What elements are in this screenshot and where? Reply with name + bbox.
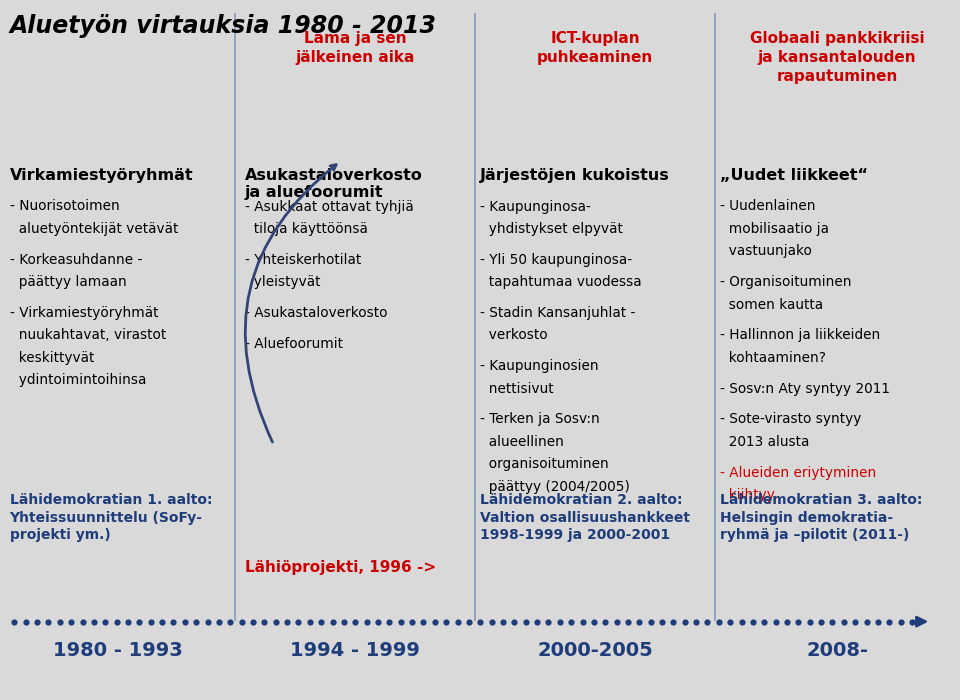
- Text: - Sote-virasto syntyy: - Sote-virasto syntyy: [720, 412, 861, 426]
- Text: 2000-2005: 2000-2005: [538, 640, 653, 659]
- Text: 2013 alusta: 2013 alusta: [720, 435, 809, 449]
- Text: Aluetyön virtauksia 1980 - 2013: Aluetyön virtauksia 1980 - 2013: [10, 14, 437, 38]
- Text: yhdistykset elpyvät: yhdistykset elpyvät: [480, 222, 623, 236]
- Text: ICT-kuplan
puhkeaminen: ICT-kuplan puhkeaminen: [537, 32, 654, 65]
- Text: tapahtumaa vuodessa: tapahtumaa vuodessa: [480, 275, 641, 289]
- Text: 1994 - 1999: 1994 - 1999: [290, 640, 420, 659]
- Text: Järjestöjen kukoistus: Järjestöjen kukoistus: [480, 168, 670, 183]
- Text: ydintoimintoihinsa: ydintoimintoihinsa: [10, 373, 146, 387]
- Text: nettisivut: nettisivut: [480, 382, 554, 395]
- Text: keskittyvät: keskittyvät: [10, 351, 94, 365]
- Text: Lähidemokratian 2. aalto:
Valtion osallisuushankkeet
1998-1999 ja 2000-2001: Lähidemokratian 2. aalto: Valtion osalli…: [480, 494, 690, 542]
- Text: - Korkeasuhdanne -: - Korkeasuhdanne -: [10, 253, 142, 267]
- Text: 2008-: 2008-: [806, 640, 868, 659]
- Text: Asukastaloverkosto
ja aluefoorumit: Asukastaloverkosto ja aluefoorumit: [245, 168, 422, 200]
- Text: yleistyvät: yleistyvät: [245, 275, 321, 289]
- Text: - Aluefoorumit: - Aluefoorumit: [245, 337, 343, 351]
- Text: päättyy lamaan: päättyy lamaan: [10, 275, 127, 289]
- Text: tiloja käyttöönsä: tiloja käyttöönsä: [245, 222, 368, 236]
- Text: - Sosv:n Aty syntyy 2011: - Sosv:n Aty syntyy 2011: [720, 382, 890, 395]
- Text: päättyy (2004/2005): päättyy (2004/2005): [480, 480, 630, 494]
- Text: somen kautta: somen kautta: [720, 298, 823, 312]
- Text: Lähiöprojekti, 1996 ->: Lähiöprojekti, 1996 ->: [245, 560, 436, 575]
- Text: - Kaupunginosien: - Kaupunginosien: [480, 359, 599, 373]
- Text: kohtaaminen?: kohtaaminen?: [720, 351, 826, 365]
- Text: Lama ja sen
jälkeinen aika: Lama ja sen jälkeinen aika: [296, 32, 415, 65]
- Text: alueellinen: alueellinen: [480, 435, 564, 449]
- Text: - Organisoituminen: - Organisoituminen: [720, 275, 852, 289]
- Text: - Yhteiskerhotilat: - Yhteiskerhotilat: [245, 253, 361, 267]
- Text: - Hallinnon ja liikkeiden: - Hallinnon ja liikkeiden: [720, 328, 880, 342]
- Text: nuukahtavat, virastot: nuukahtavat, virastot: [10, 328, 166, 342]
- Text: vastuunjako: vastuunjako: [720, 244, 812, 258]
- Text: - Yli 50 kaupunginosa-: - Yli 50 kaupunginosa-: [480, 253, 632, 267]
- Text: aluetyöntekijät vetävät: aluetyöntekijät vetävät: [10, 222, 178, 236]
- Text: verkosto: verkosto: [480, 328, 547, 342]
- Text: Globaali pankkikriisi
ja kansantalouden
rapautuminen: Globaali pankkikriisi ja kansantalouden …: [750, 32, 924, 84]
- Text: - Asukkaat ottavat tyhjiä: - Asukkaat ottavat tyhjiä: [245, 199, 414, 213]
- Text: - Kaupunginosa-: - Kaupunginosa-: [480, 199, 590, 213]
- Text: - Virkamiestyöryhmät: - Virkamiestyöryhmät: [10, 306, 158, 320]
- Text: „Uudet liikkeet“: „Uudet liikkeet“: [720, 168, 868, 183]
- Text: - Alueiden eriytyminen: - Alueiden eriytyminen: [720, 466, 876, 480]
- Text: Virkamiestyöryhmät: Virkamiestyöryhmät: [10, 168, 193, 183]
- Text: Lähidemokratian 1. aalto:
Yhteissuunnittelu (SoFy-
projekti ym.): Lähidemokratian 1. aalto: Yhteissuunnitt…: [10, 494, 212, 542]
- Text: - Asukastaloverkosto: - Asukastaloverkosto: [245, 306, 387, 320]
- Text: mobilisaatio ja: mobilisaatio ja: [720, 222, 829, 236]
- Text: - Terken ja Sosv:n: - Terken ja Sosv:n: [480, 412, 600, 426]
- Text: organisoituminen: organisoituminen: [480, 457, 609, 471]
- Text: - Uudenlainen: - Uudenlainen: [720, 199, 815, 213]
- Text: - Stadin Kansanjuhlat -: - Stadin Kansanjuhlat -: [480, 306, 636, 320]
- Text: - Nuorisotoimen: - Nuorisotoimen: [10, 199, 119, 213]
- Text: kiihtyy: kiihtyy: [720, 488, 775, 502]
- Text: 1980 - 1993: 1980 - 1993: [53, 640, 183, 659]
- Text: Lähidemokratian 3. aalto:
Helsingin demokratia-
ryhmä ja –pilotit (2011-): Lähidemokratian 3. aalto: Helsingin demo…: [720, 494, 923, 542]
